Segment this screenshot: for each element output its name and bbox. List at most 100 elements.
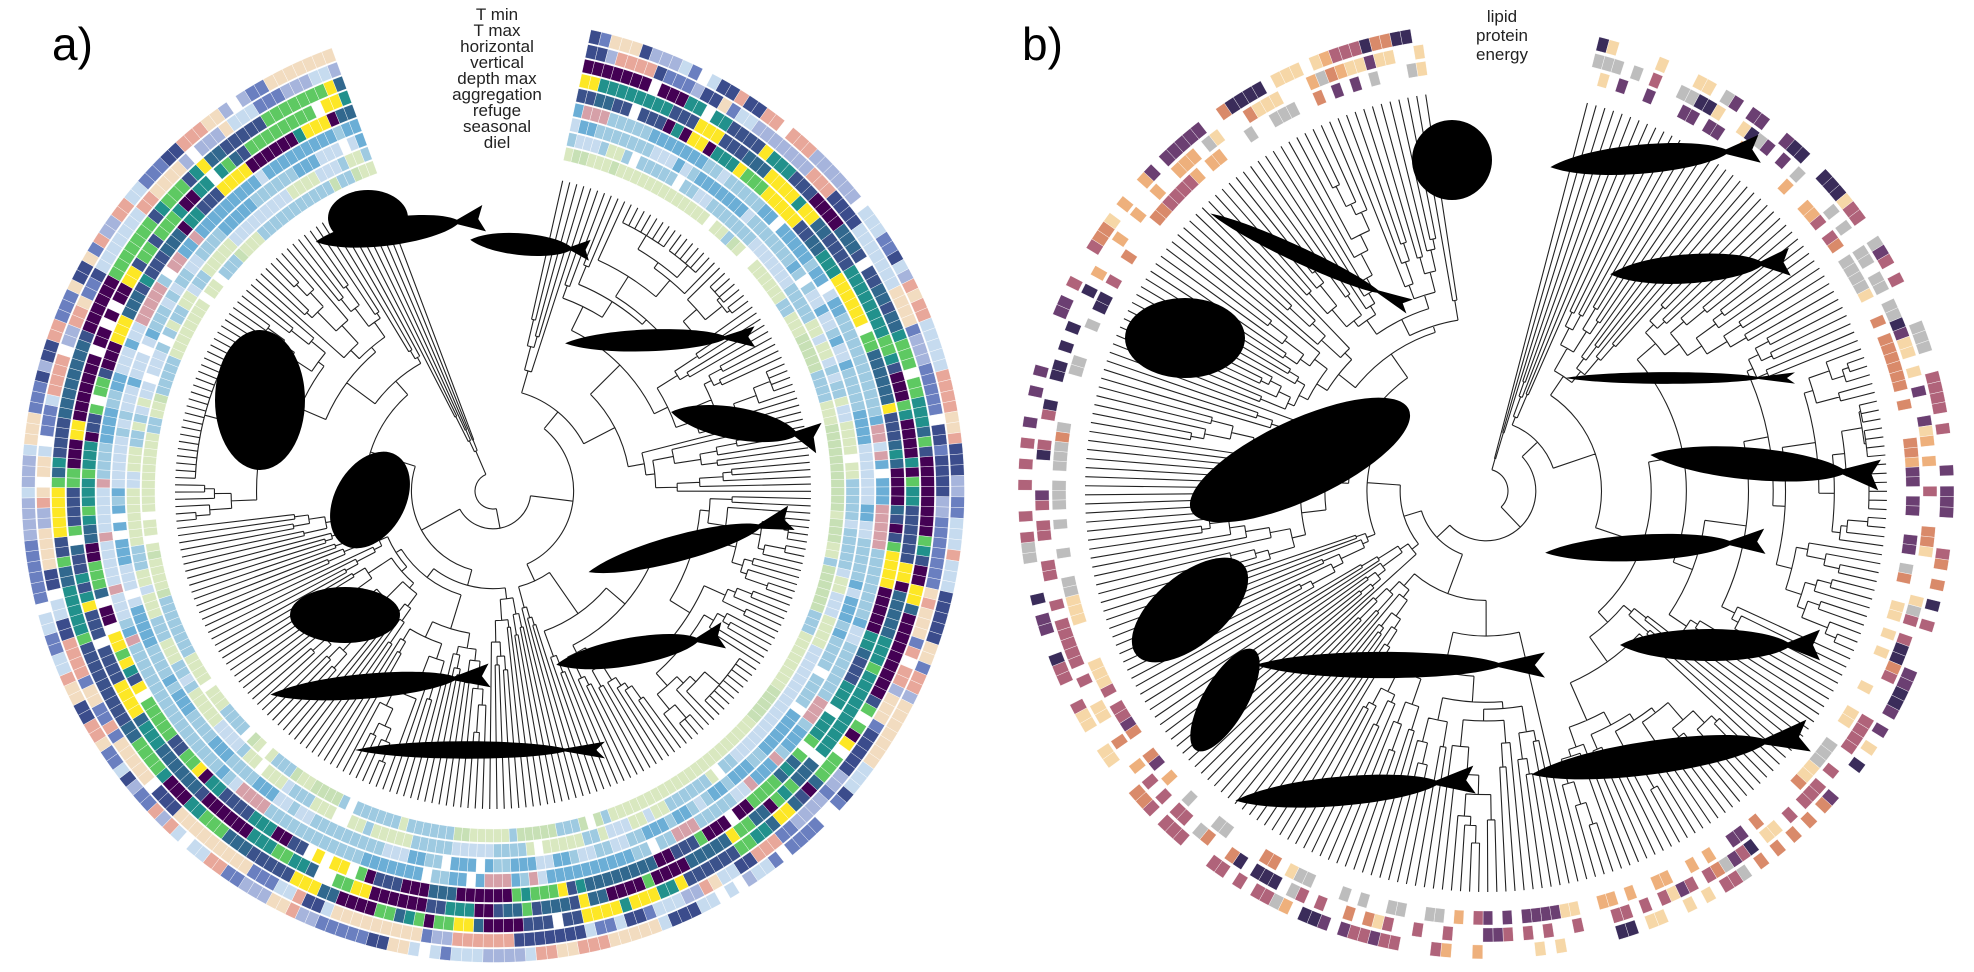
heatmap-cell: [1649, 873, 1665, 891]
heatmap-cell: [446, 886, 458, 902]
heatmap-cell: [1361, 910, 1376, 928]
heatmap-cell: [142, 518, 158, 529]
heatmap-cell: [49, 597, 66, 612]
heatmap-cell: [1700, 866, 1718, 884]
silhouette: [556, 622, 727, 670]
heatmap-cell: [1052, 450, 1069, 462]
heatmap-cell: [484, 873, 494, 888]
heatmap-cell: [920, 496, 935, 507]
heatmap-cell: [828, 447, 843, 457]
heatmap-cell: [790, 266, 807, 282]
heatmap-cell: [52, 526, 68, 539]
heatmap-cell: [97, 513, 112, 525]
heatmap-cell: [204, 684, 221, 700]
heatmap-cell: [1141, 746, 1160, 764]
heatmap-cell: [36, 507, 52, 519]
heatmap-cell: [140, 695, 157, 712]
heatmap-cell: [1554, 937, 1568, 954]
heatmap-cell: [484, 858, 494, 873]
heatmap-cell: [945, 421, 962, 435]
panel-label: a): [52, 18, 93, 70]
heatmap-cell: [81, 487, 96, 498]
heatmap-cell: [1809, 214, 1827, 231]
heatmap-cell: [1083, 317, 1102, 333]
heatmap-cell: [81, 478, 96, 488]
silhouette: [1131, 557, 1249, 663]
heatmap-cell: [1788, 165, 1807, 184]
heatmap-cell: [1847, 756, 1866, 774]
heatmap-cell: [503, 948, 516, 963]
heatmap-cell: [535, 945, 548, 961]
heatmap-cell: [859, 460, 875, 471]
heatmap-cell: [1918, 424, 1934, 438]
heatmap-cell: [844, 511, 860, 521]
heatmap-cell: [950, 464, 965, 476]
heatmap-cell: [741, 869, 759, 888]
heatmap-cell: [619, 100, 634, 117]
heatmap-cell: [1411, 921, 1424, 938]
heatmap-cell: [1837, 712, 1855, 729]
heatmap-cell: [1128, 783, 1147, 802]
heatmap-cell: [474, 888, 485, 903]
heatmap-cell: [81, 505, 96, 517]
heatmap-cell: [302, 104, 318, 122]
heatmap-cell: [514, 947, 527, 963]
heatmap-cell: [37, 527, 53, 540]
heatmap-cell: [829, 455, 844, 465]
heatmap-cell: [1367, 70, 1382, 88]
heatmap-cell: [873, 521, 889, 533]
heatmap-cell: [843, 445, 858, 456]
heatmap-cell: [69, 544, 86, 556]
heatmap-cell: [1288, 61, 1305, 80]
heatmap-cell: [21, 465, 36, 478]
heatmap-cell: [1859, 739, 1878, 757]
heatmap-cell: [1034, 490, 1050, 501]
heatmap-cell: [66, 487, 81, 498]
heatmap-cell: [246, 731, 262, 748]
heatmap-cell: [1492, 927, 1504, 943]
heatmap-cell: [1879, 626, 1897, 642]
heatmap-cell: [1128, 757, 1147, 775]
heatmap-cell: [858, 520, 874, 531]
heatmap-cell: [830, 502, 845, 512]
heatmap-cell: [524, 946, 537, 962]
heatmap-cell: [950, 475, 965, 487]
heatmap-cell: [98, 531, 114, 543]
heatmap-cell: [1034, 612, 1052, 627]
heatmap-cell: [96, 496, 111, 507]
heatmap-cell: [830, 487, 845, 496]
heatmap-cell: [829, 793, 848, 812]
heatmap-cell: [493, 858, 503, 873]
heatmap-cell: [525, 841, 536, 857]
heatmap-cell: [935, 506, 950, 518]
heatmap-cell: [1053, 440, 1070, 453]
phylogeny: [1085, 94, 1888, 892]
panel-label: b): [1022, 18, 1063, 70]
heatmap-cell: [1904, 456, 1920, 468]
heatmap-cell: [126, 479, 141, 489]
heatmap-cell: [1891, 379, 1909, 393]
heatmap-cell: [67, 515, 82, 527]
heatmap-cell: [1623, 884, 1638, 902]
heatmap-cell: [1684, 856, 1700, 874]
heatmap-cell: [1939, 496, 1955, 508]
heatmap-cell: [475, 873, 485, 888]
heatmap-cell: [141, 479, 156, 489]
heatmap-cell: [96, 478, 111, 489]
heatmap-cell: [1753, 112, 1771, 131]
heatmap-cell: [1019, 436, 1036, 450]
heatmap-cell: [21, 508, 37, 520]
heatmap-cell: [1090, 265, 1108, 282]
heatmap-cell: [905, 466, 920, 478]
heatmap-cell: [1774, 151, 1792, 170]
heatmap-cell: [112, 521, 128, 532]
heatmap-cell: [890, 495, 905, 506]
heatmap-cell: [1654, 56, 1670, 74]
heatmap-cell: [1251, 80, 1268, 99]
heatmap-cell: [1110, 733, 1129, 750]
heatmap-cell: [812, 272, 830, 288]
heatmap-cell: [493, 828, 502, 843]
heatmap-cell: [859, 702, 878, 718]
heatmap-cell: [1905, 495, 1921, 507]
phylogeny: [175, 180, 812, 809]
